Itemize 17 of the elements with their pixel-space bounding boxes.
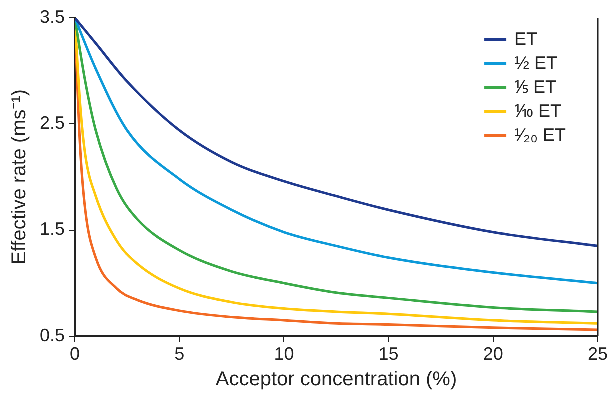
y-tick-label: 3.5 xyxy=(40,6,66,27)
legend-label: ⅕ ET xyxy=(514,76,557,97)
x-tick-label: 20 xyxy=(483,344,504,364)
y-tick-label: 0.5 xyxy=(40,325,66,346)
x-tick-label: 0 xyxy=(70,344,80,364)
x-tick-label: 10 xyxy=(274,344,294,364)
legend-label: ET xyxy=(514,28,538,49)
legend-label: ⅒ ET xyxy=(514,100,562,121)
y-tick-label: 1.5 xyxy=(40,219,66,240)
y-axis-title: Effective rate (ms⁻¹) xyxy=(8,89,31,265)
x-axis-title: Acceptor concentration (%) xyxy=(216,368,458,391)
x-tick-label: 5 xyxy=(174,344,185,364)
x-tick-label: 15 xyxy=(378,344,399,364)
x-tick-label: 25 xyxy=(588,344,608,364)
y-tick-label: 2.5 xyxy=(40,113,66,134)
legend-label: ½ ET xyxy=(514,52,558,73)
legend-label: ¹⁄₂₀ ET xyxy=(514,124,566,145)
